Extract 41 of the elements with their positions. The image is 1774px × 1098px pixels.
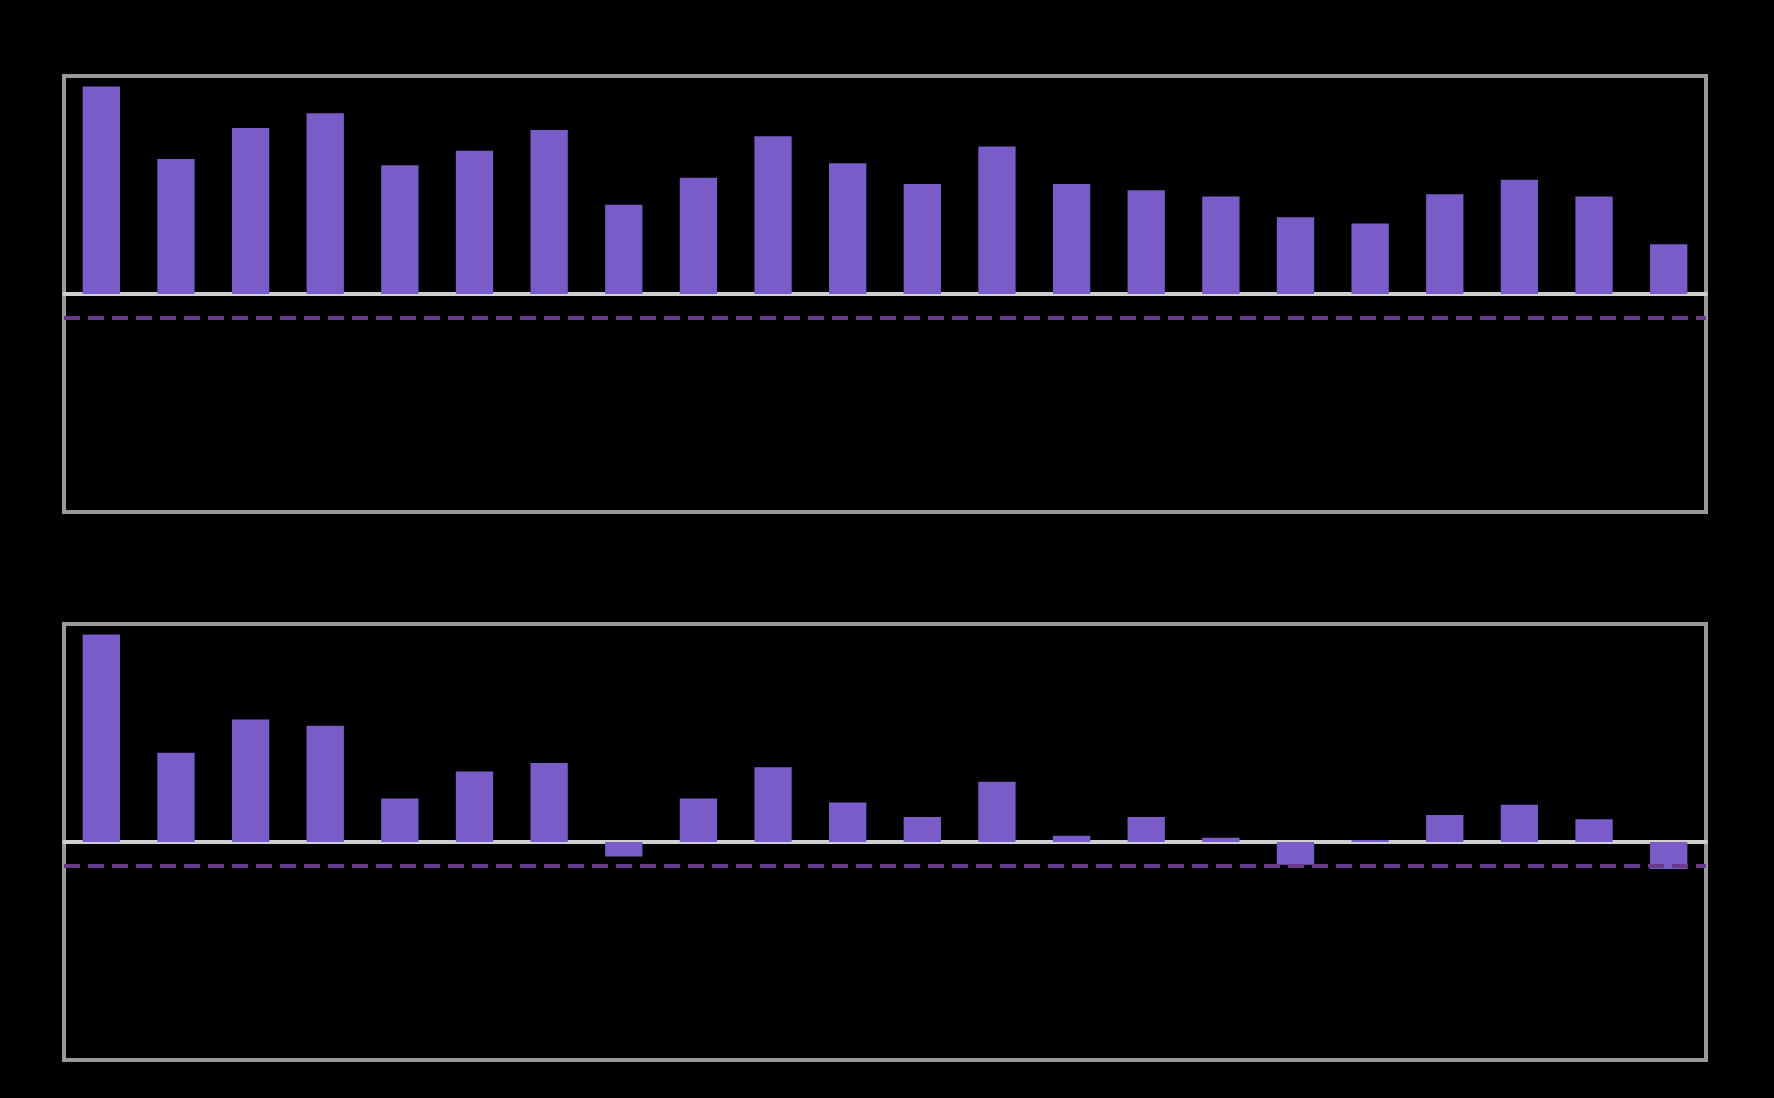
bar [231,719,270,842]
bar [530,763,568,842]
bar [978,146,1016,294]
bar [306,725,344,842]
bar [1202,196,1240,294]
bar [231,127,270,294]
bar [1650,244,1688,294]
bar [455,771,494,842]
bar [903,183,941,294]
bar [157,752,195,842]
bar [1500,179,1539,294]
bar [1426,194,1464,294]
bar [381,165,419,294]
bar [605,204,643,294]
bar [829,163,867,294]
bar [1426,815,1464,842]
bar [82,86,120,294]
bar [306,113,344,294]
bar [82,634,120,842]
bar [829,802,867,842]
bar [679,177,718,294]
bar [1575,819,1613,842]
bar [605,842,643,857]
bar [1052,183,1091,294]
bar [1500,804,1539,842]
bar [1351,223,1389,294]
bar [1127,190,1165,294]
bar [381,798,419,842]
bar [455,150,494,294]
bar [1127,817,1165,842]
bar [1276,842,1315,865]
bar [754,136,792,294]
bar [978,781,1016,842]
bar [530,129,568,294]
bar [754,767,792,842]
bar [1052,835,1091,842]
bar [679,798,718,842]
bar [157,159,195,294]
bar [903,817,941,842]
bar [1276,217,1315,294]
bar [1575,196,1613,294]
